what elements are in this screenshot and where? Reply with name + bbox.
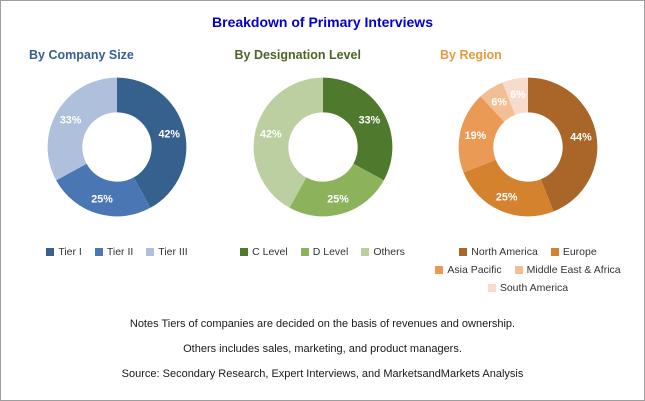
segment-value-label: 6% bbox=[510, 89, 526, 101]
chart-by-region: By Region 44% 25% 19% 6% 6% North America Eur… bbox=[426, 48, 630, 294]
legend-marker bbox=[459, 248, 468, 256]
legend-item-tier-i: Tier I bbox=[46, 246, 82, 258]
legend-label: North America bbox=[471, 246, 538, 258]
donut-segment-europe bbox=[463, 159, 554, 217]
segment-value-label: 42% bbox=[158, 128, 180, 140]
legend-company-size: Tier I Tier II Tier III bbox=[46, 246, 188, 258]
figure-title: Breakdown of Primary Interviews bbox=[212, 14, 433, 30]
legend-label: Tier II bbox=[106, 246, 134, 258]
donut-segment-north-america bbox=[528, 77, 598, 212]
donut-chart-company-size: 42% 25% 33% bbox=[47, 77, 187, 217]
segment-value-label: 25% bbox=[327, 194, 349, 206]
legend-item-asia-pacific: Asia Pacific bbox=[435, 264, 502, 276]
chart-title-company-size: By Company Size bbox=[29, 48, 134, 62]
segment-value-label: 33% bbox=[60, 114, 82, 126]
legend-marker bbox=[94, 248, 103, 256]
legend-label: D Level bbox=[312, 246, 349, 258]
note-line-source: Source: Secondary Research, Expert Inter… bbox=[121, 368, 524, 380]
segment-value-label: 33% bbox=[358, 114, 380, 126]
legend-item-north-america: North America bbox=[459, 246, 538, 258]
chart-title-region: By Region bbox=[440, 48, 502, 62]
donut-segment-asia-pacific bbox=[458, 96, 505, 173]
figure-notes: Notes Tiers of companies are decided on … bbox=[1, 318, 644, 380]
legend-label: Asia Pacific bbox=[447, 264, 502, 276]
legend-marker bbox=[487, 284, 496, 292]
legend-item-others: Others bbox=[361, 246, 405, 258]
chart-title-designation-level: By Designation Level bbox=[234, 48, 361, 62]
legend-marker bbox=[240, 248, 249, 256]
donut-segment-c-level bbox=[322, 77, 392, 181]
note-line-others: Others includes sales, marketing, and pr… bbox=[183, 343, 462, 355]
legend-item-south-america: South America bbox=[487, 282, 569, 294]
legend-marker bbox=[300, 248, 309, 256]
legend-label: South America bbox=[499, 282, 569, 294]
legend-label: Others bbox=[373, 246, 405, 258]
donut-segment-tier-ii bbox=[56, 163, 151, 217]
legend-label: Tier III bbox=[158, 246, 188, 258]
legend-item-c-level: C Level bbox=[240, 246, 288, 258]
donut-chart-designation-level: 33% 25% 42% bbox=[253, 77, 392, 217]
legend-label: Europe bbox=[562, 246, 597, 258]
note-line-tiers: Notes Tiers of companies are decided on … bbox=[129, 318, 516, 330]
segment-value-label: 44% bbox=[570, 132, 592, 144]
donut-segment-d-level bbox=[289, 163, 384, 217]
legend-item-europe: Europe bbox=[550, 246, 597, 258]
legend-marker bbox=[361, 248, 370, 256]
donut-chart-region: 44% 25% 19% 6%6% bbox=[458, 77, 598, 217]
chart-by-company-size: By Company Size 42% 25% 33% Tier I Tier II T… bbox=[15, 48, 219, 294]
legend-label: Middle East & Africa bbox=[526, 264, 621, 276]
segment-value-label: 6% bbox=[491, 96, 507, 108]
legend-region: North America Europe Asia Pacific Middle Ea… bbox=[426, 246, 630, 294]
donut-segment-middle-east-africa bbox=[480, 82, 516, 122]
segment-value-label: 42% bbox=[260, 128, 282, 140]
segment-value-label: 25% bbox=[496, 191, 518, 203]
legend-item-tier-ii: Tier II bbox=[94, 246, 134, 258]
donut-segment-tier-i bbox=[117, 77, 187, 208]
legend-item-middle-east-africa: Middle East & Africa bbox=[514, 264, 621, 276]
legend-marker bbox=[46, 248, 55, 256]
legend-marker bbox=[146, 248, 155, 256]
legend-label: C Level bbox=[252, 246, 288, 258]
legend-item-tier-iii: Tier III bbox=[146, 246, 188, 258]
legend-item-d-level: D Level bbox=[300, 246, 349, 258]
legend-marker bbox=[514, 266, 523, 274]
chart-by-designation-level: By Designation Level 33% 25% 42% C Level D … bbox=[221, 48, 425, 294]
segment-value-label: 19% bbox=[465, 130, 487, 142]
donut-segment-south-america bbox=[502, 77, 528, 115]
segment-value-label: 25% bbox=[91, 194, 113, 206]
legend-designation-level: C Level D Level Others bbox=[240, 246, 405, 258]
donut-segment-others bbox=[253, 77, 323, 208]
legend-marker bbox=[435, 266, 444, 274]
donut-segment-tier-iii bbox=[47, 77, 117, 181]
legend-marker bbox=[550, 248, 559, 256]
charts-row: By Company Size 42% 25% 33% Tier I Tier II T… bbox=[1, 48, 644, 294]
legend-label: Tier I bbox=[58, 246, 82, 258]
